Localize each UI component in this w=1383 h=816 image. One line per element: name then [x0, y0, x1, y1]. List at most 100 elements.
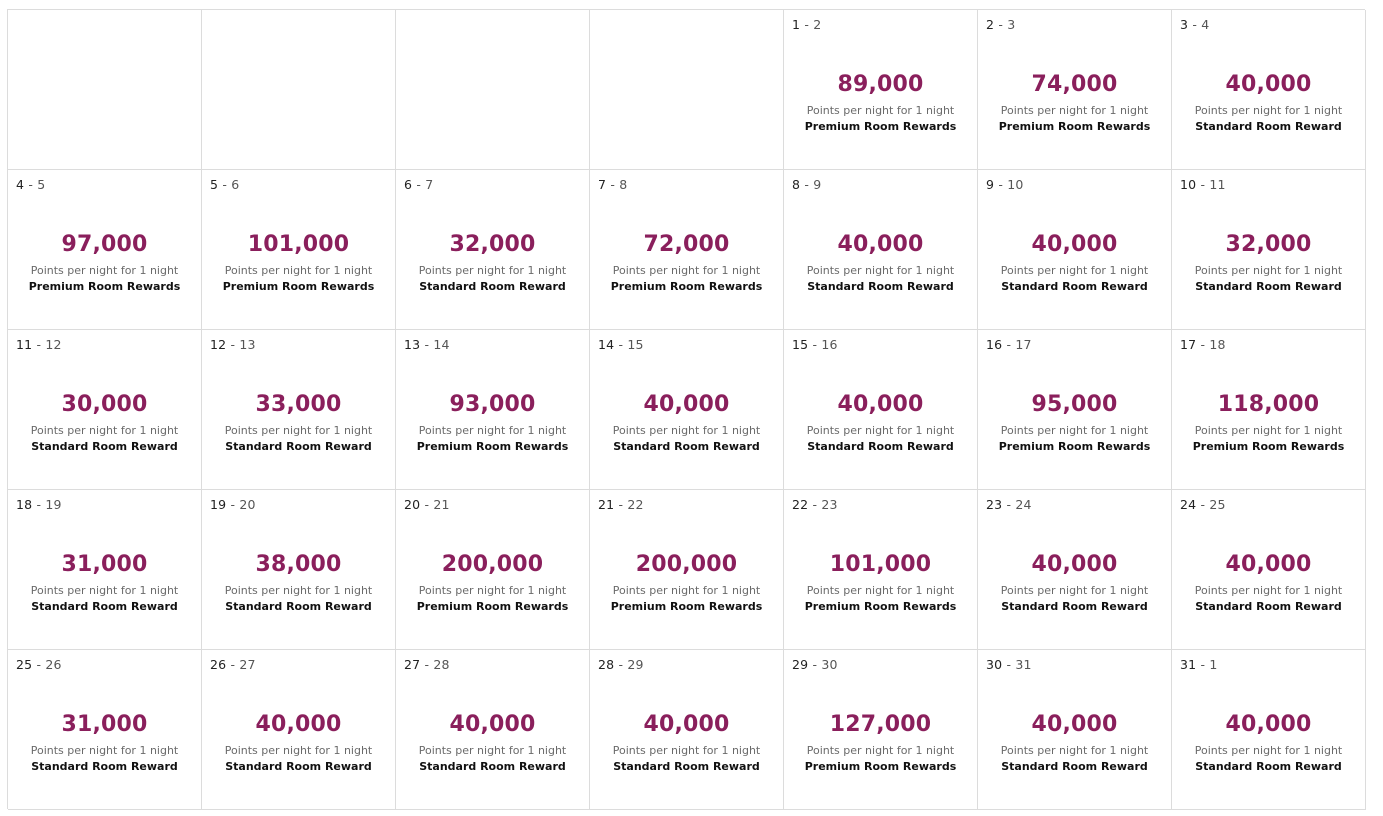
- calendar-day-cell[interactable]: 21 - 22 200,000 Points per night for 1 nig…: [590, 490, 784, 650]
- calendar-day-cell[interactable]: 25 - 26 31,000 Points per night for 1 nigh…: [8, 650, 202, 810]
- date-range: 31 - 1: [1180, 657, 1218, 672]
- points-per-night-label: Points per night for 1 night: [1194, 424, 1343, 437]
- calendar-day-cell[interactable]: 14 - 15 40,000 Points per night for 1 nigh…: [590, 330, 784, 490]
- calendar-day-cell[interactable]: 2 - 3 74,000 Points per night for 1 night P…: [978, 10, 1172, 170]
- calendar-day-cell[interactable]: 8 - 9 40,000 Points per night for 1 night S…: [784, 170, 978, 330]
- check-out-date: 15: [627, 337, 644, 352]
- check-out-date: 19: [45, 497, 62, 512]
- date-range: 26 - 27: [210, 657, 256, 672]
- reward-type-label: Standard Room Reward: [807, 280, 954, 293]
- reward-type-label: Premium Room Rewards: [416, 600, 569, 613]
- date-separator: -: [994, 177, 1008, 192]
- calendar-day-cell[interactable]: 12 - 13 33,000 Points per night for 1 nigh…: [202, 330, 396, 490]
- points-calendar: 1 - 2 89,000 Points per night for 1 night P…: [7, 9, 1366, 810]
- calendar-day-cell[interactable]: 11 - 12 30,000 Points per night for 1 nigh…: [8, 330, 202, 490]
- calendar-day-cell[interactable]: 26 - 27 40,000 Points per night for 1 nigh…: [202, 650, 396, 810]
- check-in-date: 31: [1180, 657, 1197, 672]
- check-in-date: 15: [792, 337, 809, 352]
- check-out-date: 18: [1209, 337, 1226, 352]
- check-in-date: 5: [210, 177, 219, 192]
- date-range: 17 - 18: [1180, 337, 1226, 352]
- date-separator: -: [808, 657, 822, 672]
- calendar-day-cell[interactable]: 29 - 30 127,000 Points per night for 1 nig…: [784, 650, 978, 810]
- calendar-day-cell[interactable]: 18 - 19 31,000 Points per night for 1 nigh…: [8, 490, 202, 650]
- points-value: 74,000: [1031, 72, 1118, 97]
- points-per-night-label: Points per night for 1 night: [224, 424, 373, 437]
- calendar-day-cell[interactable]: 31 - 1 40,000 Points per night for 1 night…: [1172, 650, 1366, 810]
- calendar-day-cell[interactable]: 19 - 20 38,000 Points per night for 1 nigh…: [202, 490, 396, 650]
- date-range: 21 - 22: [598, 497, 644, 512]
- check-out-date: 12: [45, 337, 62, 352]
- check-in-date: 24: [1180, 497, 1197, 512]
- calendar-day-cell[interactable]: 23 - 24 40,000 Points per night for 1 nigh…: [978, 490, 1172, 650]
- check-in-date: 29: [792, 657, 809, 672]
- check-out-date: 24: [1015, 497, 1032, 512]
- check-in-date: 4: [16, 177, 25, 192]
- check-out-date: 16: [821, 337, 838, 352]
- date-range: 30 - 31: [986, 657, 1032, 672]
- reward-type-label: Premium Room Rewards: [416, 440, 569, 453]
- calendar-day-cell[interactable]: 5 - 6 101,000 Points per night for 1 night…: [202, 170, 396, 330]
- date-separator: -: [1002, 497, 1016, 512]
- calendar-day-cell[interactable]: 6 - 7 32,000 Points per night for 1 night S…: [396, 170, 590, 330]
- calendar-day-cell[interactable]: 24 - 25 40,000 Points per night for 1 nigh…: [1172, 490, 1366, 650]
- reward-type-label: Standard Room Reward: [419, 760, 566, 773]
- date-separator: -: [808, 497, 822, 512]
- check-out-date: 21: [433, 497, 450, 512]
- reward-type-label: Standard Room Reward: [1001, 760, 1148, 773]
- points-value: 30,000: [61, 392, 148, 417]
- calendar-day-cell[interactable]: 9 - 10 40,000 Points per night for 1 night…: [978, 170, 1172, 330]
- calendar-day-cell[interactable]: 16 - 17 95,000 Points per night for 1 nigh…: [978, 330, 1172, 490]
- points-value: 32,000: [449, 232, 536, 257]
- check-in-date: 7: [598, 177, 607, 192]
- calendar-day-cell[interactable]: 15 - 16 40,000 Points per night for 1 nigh…: [784, 330, 978, 490]
- calendar-day-cell[interactable]: 13 - 14 93,000 Points per night for 1 nigh…: [396, 330, 590, 490]
- points-per-night-label: Points per night for 1 night: [1000, 744, 1149, 757]
- date-range: 7 - 8: [598, 177, 627, 192]
- check-in-date: 28: [598, 657, 615, 672]
- points-value: 40,000: [643, 392, 730, 417]
- date-separator: -: [1002, 657, 1016, 672]
- date-range: 4 - 5: [16, 177, 45, 192]
- calendar-day-cell[interactable]: 28 - 29 40,000 Points per night for 1 nigh…: [590, 650, 784, 810]
- date-range: 23 - 24: [986, 497, 1032, 512]
- check-out-date: 26: [45, 657, 62, 672]
- calendar-day-cell[interactable]: 17 - 18 118,000 Points per night for 1 nig…: [1172, 330, 1366, 490]
- date-separator: -: [1196, 497, 1210, 512]
- calendar-day-cell[interactable]: 1 - 2 89,000 Points per night for 1 night P…: [784, 10, 978, 170]
- points-per-night-label: Points per night for 1 night: [224, 744, 373, 757]
- points-value: 33,000: [255, 392, 342, 417]
- reward-type-label: Standard Room Reward: [807, 440, 954, 453]
- calendar-empty-cell: [590, 10, 784, 170]
- date-range: 3 - 4: [1180, 17, 1209, 32]
- points-per-night-label: Points per night for 1 night: [1000, 104, 1149, 117]
- calendar-day-cell[interactable]: 3 - 4 40,000 Points per night for 1 night S…: [1172, 10, 1366, 170]
- date-separator: -: [226, 497, 240, 512]
- check-in-date: 3: [1180, 17, 1189, 32]
- calendar-day-cell[interactable]: 20 - 21 200,000 Points per night for 1 nig…: [396, 490, 590, 650]
- reward-type-label: Premium Room Rewards: [998, 440, 1151, 453]
- points-value: 40,000: [1031, 552, 1118, 577]
- date-separator: -: [1002, 337, 1016, 352]
- calendar-day-cell[interactable]: 30 - 31 40,000 Points per night for 1 nigh…: [978, 650, 1172, 810]
- points-value: 40,000: [837, 232, 924, 257]
- calendar-day-cell[interactable]: 4 - 5 97,000 Points per night for 1 night P…: [8, 170, 202, 330]
- points-per-night-label: Points per night for 1 night: [806, 264, 955, 277]
- points-per-night-label: Points per night for 1 night: [418, 584, 567, 597]
- points-per-night-label: Points per night for 1 night: [1194, 104, 1343, 117]
- date-range: 24 - 25: [1180, 497, 1226, 512]
- points-per-night-label: Points per night for 1 night: [1000, 584, 1149, 597]
- check-out-date: 6: [231, 177, 240, 192]
- calendar-day-cell[interactable]: 10 - 11 32,000 Points per night for 1 nigh…: [1172, 170, 1366, 330]
- calendar-day-cell[interactable]: 27 - 28 40,000 Points per night for 1 nigh…: [396, 650, 590, 810]
- calendar-day-cell[interactable]: 7 - 8 72,000 Points per night for 1 night P…: [590, 170, 784, 330]
- reward-type-label: Premium Room Rewards: [222, 280, 375, 293]
- date-separator: -: [218, 177, 232, 192]
- points-per-night-label: Points per night for 1 night: [224, 264, 373, 277]
- date-range: 16 - 17: [986, 337, 1032, 352]
- reward-type-label: Standard Room Reward: [31, 440, 178, 453]
- date-range: 18 - 19: [16, 497, 62, 512]
- points-value: 31,000: [61, 712, 148, 737]
- points-per-night-label: Points per night for 1 night: [30, 744, 179, 757]
- calendar-day-cell[interactable]: 22 - 23 101,000 Points per night for 1 nig…: [784, 490, 978, 650]
